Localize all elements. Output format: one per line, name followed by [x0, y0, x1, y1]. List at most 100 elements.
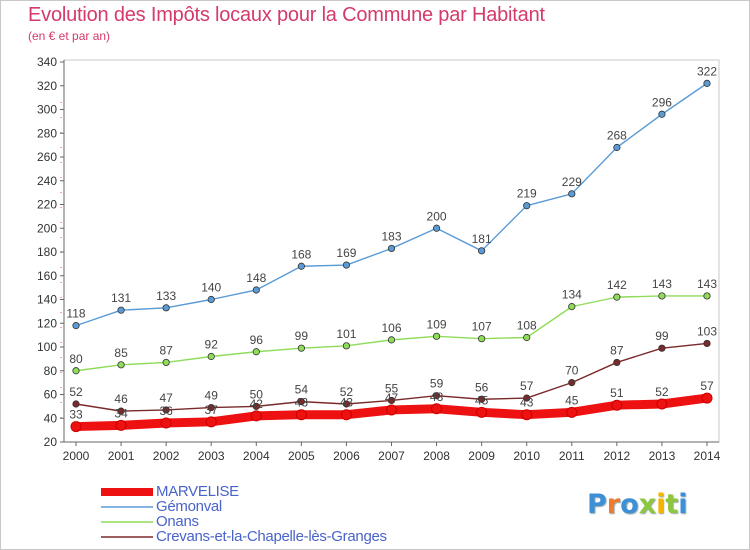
x-tick-label: 2011	[559, 449, 585, 463]
data-label-1: 133	[156, 289, 176, 303]
chart-subtitle: (en € et par an)	[28, 29, 111, 43]
series-point-3	[523, 394, 531, 402]
x-tick-label: 2005	[288, 449, 315, 463]
data-label-2: 142	[607, 278, 627, 292]
data-label-1: 140	[201, 281, 221, 295]
series-point-3	[207, 403, 215, 412]
x-tick-label: 2000	[63, 449, 90, 463]
series-point-2	[478, 335, 486, 343]
series-point-1	[568, 190, 576, 198]
series-point-3	[117, 407, 125, 415]
series-point-2	[117, 361, 125, 369]
series-point-2	[432, 332, 441, 340]
series-point-0	[521, 409, 533, 421]
data-label-1: 200	[427, 209, 447, 223]
x-tick-label: 2007	[378, 449, 405, 463]
series-point-0	[115, 419, 127, 431]
data-label-3: 52	[340, 385, 354, 399]
data-label-2: 96	[250, 333, 264, 347]
series-point-2	[523, 333, 531, 342]
series-point-1	[432, 224, 441, 232]
series-point-0	[160, 417, 172, 429]
series-point-1	[207, 295, 215, 304]
legend-swatch-gemonval	[101, 506, 153, 508]
data-label-1: 268	[607, 129, 627, 143]
series-point-0	[431, 403, 443, 415]
x-tick-label: 2013	[649, 449, 676, 463]
data-label-2: 106	[381, 321, 401, 335]
series-point-1	[297, 262, 305, 270]
y-tick-label: 280	[37, 126, 57, 140]
series-point-2	[613, 293, 621, 301]
y-tick-label: 100	[37, 340, 57, 354]
data-label-2: 87	[159, 343, 173, 357]
chart-title: Evolution des Impôts locaux pour la Comm…	[28, 4, 545, 26]
data-label-0: 43	[520, 396, 534, 410]
series-point-0	[611, 399, 623, 411]
series-point-1	[72, 322, 80, 330]
data-label-3: 59	[430, 377, 444, 391]
data-label-1: 296	[652, 95, 672, 109]
data-label-3: 47	[159, 391, 173, 405]
series-point-2	[162, 358, 170, 367]
series-point-0	[701, 392, 713, 404]
data-label-3: 87	[610, 343, 624, 357]
data-label-0: 37	[205, 403, 219, 417]
series-point-1	[613, 143, 621, 152]
series-point-0	[250, 410, 262, 422]
data-label-2: 101	[336, 327, 356, 341]
y-tick-label: 160	[37, 269, 57, 283]
x-tick-label: 2004	[243, 449, 270, 463]
data-label-0: 51	[610, 386, 624, 400]
data-label-3: 49	[205, 389, 219, 403]
x-tick-label: 2002	[153, 449, 180, 463]
x-tick-label: 2014	[694, 449, 721, 463]
data-label-0: 47	[385, 391, 399, 405]
series-point-2	[387, 336, 396, 344]
data-label-2: 99	[295, 329, 309, 343]
series-point-3	[658, 344, 666, 352]
x-tick-label: 2001	[108, 449, 135, 463]
x-tick-label: 2009	[468, 449, 495, 463]
series-point-3	[162, 406, 170, 414]
y-tick-label: 320	[37, 79, 57, 93]
y-tick-label: 140	[37, 293, 57, 307]
series-point-1	[117, 306, 125, 314]
y-tick-label: 60	[44, 388, 58, 402]
series-point-0	[295, 409, 307, 421]
data-label-3: 46	[114, 392, 128, 406]
series-point-3	[703, 339, 711, 348]
y-tick-label: 260	[37, 150, 57, 164]
series-point-3	[297, 398, 305, 406]
proxiti-logo: Proxiti	[587, 489, 688, 520]
data-label-2: 80	[69, 352, 83, 366]
data-label-2: 108	[517, 319, 537, 333]
data-label-3: 55	[385, 381, 399, 395]
x-tick-label: 2008	[423, 449, 450, 463]
series-point-0	[386, 404, 397, 416]
series-point-3	[252, 402, 260, 410]
data-label-2: 107	[472, 320, 492, 334]
data-label-0: 33	[69, 408, 83, 422]
x-tick-label: 2006	[333, 449, 360, 463]
data-label-0: 57	[700, 379, 714, 393]
data-label-0: 45	[475, 393, 489, 407]
data-label-1: 219	[517, 187, 537, 201]
data-label-3: 70	[565, 364, 579, 378]
legend-label-marvelise: MARVELISE	[156, 483, 239, 500]
series-point-3	[342, 400, 351, 408]
data-label-0: 45	[565, 393, 579, 407]
y-tick-label: 200	[37, 221, 57, 235]
series-point-3	[568, 379, 576, 387]
series-point-0	[205, 416, 217, 428]
series-point-3	[387, 396, 396, 405]
data-label-1: 183	[381, 229, 401, 243]
series-point-3	[72, 400, 80, 408]
data-label-0: 34	[114, 406, 128, 420]
series-point-1	[162, 304, 170, 312]
series-point-2	[703, 292, 711, 300]
series-point-0	[340, 409, 352, 421]
series-point-0	[70, 421, 82, 433]
series-point-0	[476, 406, 488, 418]
